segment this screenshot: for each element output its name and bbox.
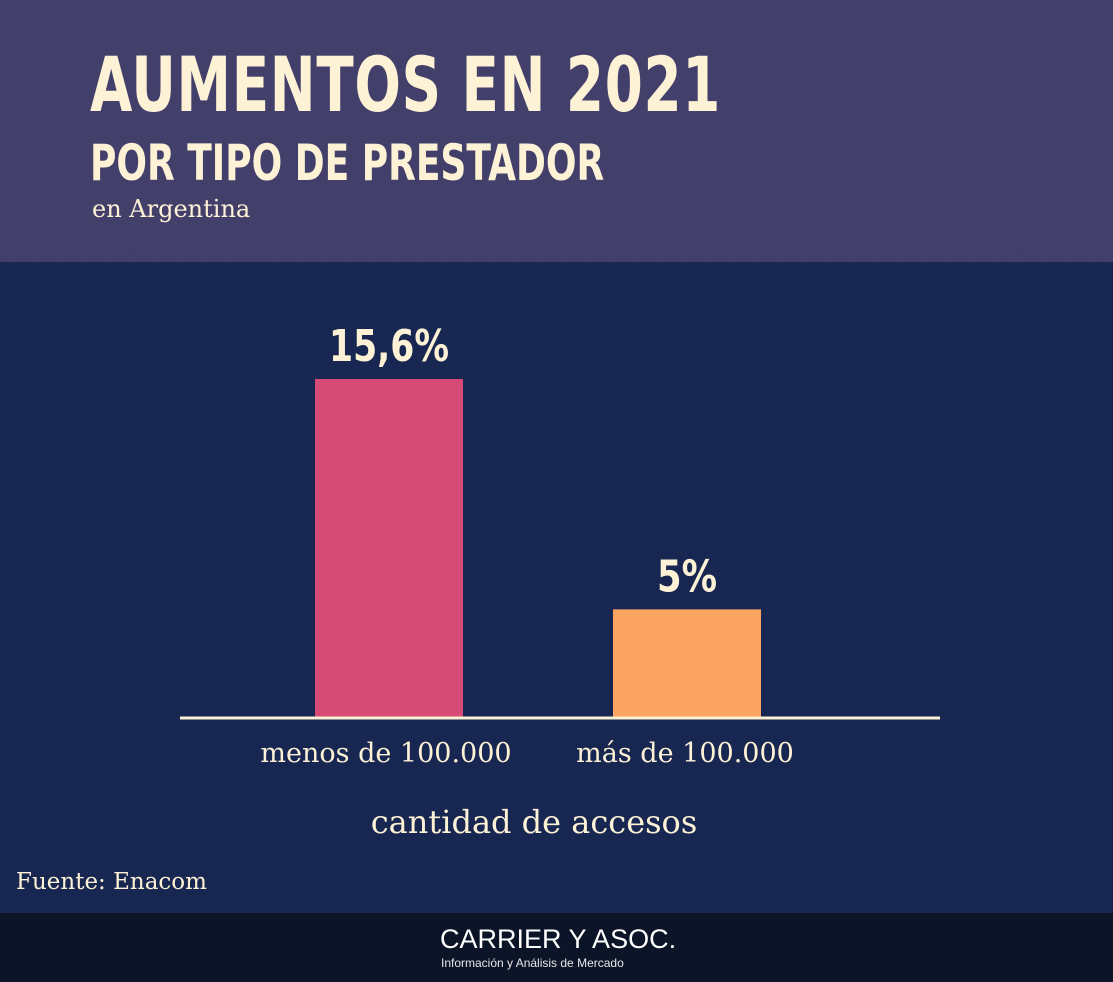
chart-title: AUMENTOS EN 2021 [90, 40, 722, 129]
zigzag-edge [0, 252, 1113, 262]
header-band [0, 0, 1113, 262]
chart-subtitle: POR TIPO DE PRESTADOR [90, 134, 605, 192]
bar-value-label-2: 5% [657, 551, 717, 602]
category-label-2: más de 100.000 [576, 738, 794, 769]
brand-logo-text: CARRIER Y ASOC. [440, 924, 677, 954]
bar-2 [613, 609, 761, 718]
source-note: Fuente: Enacom [16, 869, 207, 895]
brand-tagline: Información y Análisis de Mercado [441, 956, 624, 970]
bar-value-label-1: 15,6% [329, 321, 449, 372]
bar-1 [315, 379, 463, 718]
x-axis-title: cantidad de accesos [371, 803, 697, 841]
bar-chart: 15,6% menos de 100.000 5% más de 100.000 ca… [180, 321, 940, 841]
chart-subtitle-region: en Argentina [92, 195, 251, 223]
category-label-1: menos de 100.000 [260, 738, 511, 769]
footer-band [0, 913, 1113, 982]
